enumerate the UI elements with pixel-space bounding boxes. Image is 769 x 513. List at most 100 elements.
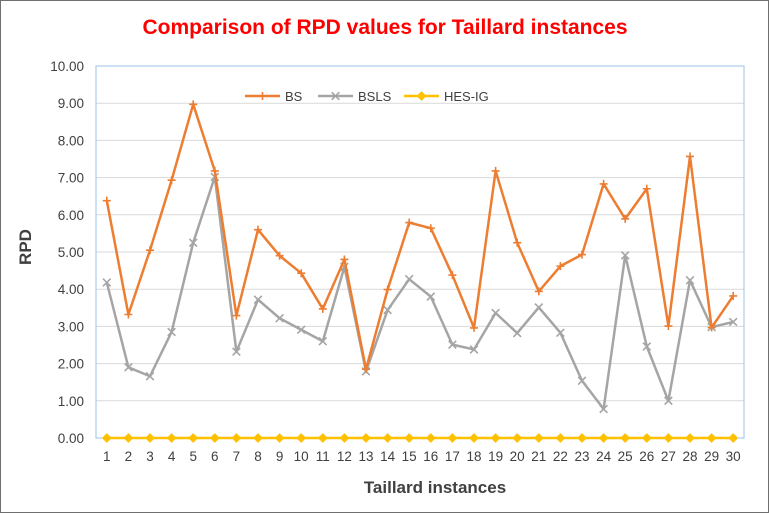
data-point-bs [621, 214, 630, 223]
data-point-bs [664, 322, 673, 331]
data-point-hes-ig [188, 433, 199, 443]
data-point-bs [534, 287, 543, 296]
x-tick-label: 3 [146, 449, 154, 464]
data-point-bsls [469, 345, 479, 354]
data-point-bs [189, 100, 198, 109]
data-point-bsls [275, 313, 284, 323]
data-point-bsls [642, 342, 652, 351]
data-point-bs [275, 251, 284, 260]
data-point-bs [448, 271, 457, 280]
data-point-bs [491, 166, 500, 175]
x-tick-label: 11 [316, 449, 330, 464]
x-tick-label: 24 [596, 449, 612, 464]
data-point-bs [362, 365, 370, 374]
data-point-bs [599, 179, 608, 188]
x-tick-label: 10 [294, 449, 309, 464]
x-tick-label: 6 [211, 449, 219, 464]
data-point-bs [254, 225, 262, 234]
legend-item-bsls: BSLS [318, 89, 392, 104]
data-point-bs [210, 166, 219, 175]
y-tick-label: 6.00 [58, 208, 84, 223]
data-point-bsls [383, 305, 392, 315]
data-point-hes-ig [166, 433, 177, 443]
data-point-hes-ig [555, 433, 566, 443]
data-point-bs [124, 310, 133, 319]
data-point-hes-ig [253, 433, 263, 443]
data-point-bsls [404, 274, 414, 284]
legend-label-hes-ig: HES-IG [444, 89, 489, 104]
data-point-bsls [318, 336, 328, 346]
series-bs [102, 100, 738, 374]
data-point-bs [707, 323, 716, 332]
data-point-bsls [167, 327, 176, 337]
y-tick-label: 2.00 [58, 357, 84, 372]
y-axis-ticks: 0.00 1.00 2.00 3.00 4.00 5.00 6.00 7.00 8.00 9.00… [50, 59, 84, 446]
legend-item-bs: BS [245, 89, 303, 104]
series-line-bsls [105, 175, 734, 411]
legend-label-bsls: BSLS [358, 89, 392, 104]
chart-title: Comparison of RPD values for Taillard in… [142, 16, 627, 39]
data-point-bsls [102, 278, 112, 287]
data-point-hes-ig [296, 433, 307, 443]
x-tick-label: 7 [233, 449, 241, 464]
legend-marker-bs [258, 92, 267, 100]
data-point-bsls [685, 275, 695, 285]
x-tick-label: 21 [531, 449, 546, 464]
data-point-bsls [599, 404, 608, 414]
y-axis-title: RPD [16, 229, 35, 265]
data-point-bs [232, 311, 241, 320]
data-point-bsls [448, 340, 457, 349]
series-bsls [102, 172, 738, 414]
data-point-bsls [124, 362, 133, 372]
data-point-hes-ig [490, 433, 501, 443]
data-point-bs [383, 285, 392, 294]
data-point-hes-ig [533, 433, 544, 443]
data-point-hes-ig [274, 433, 285, 443]
x-tick-label: 23 [574, 449, 589, 464]
y-tick-label: 5.00 [58, 245, 84, 260]
series-line-bs [105, 103, 735, 371]
data-point-bsls [145, 371, 155, 381]
x-tick-label: 17 [445, 449, 460, 464]
data-point-bsls [728, 317, 738, 327]
data-point-bs [297, 269, 306, 278]
data-point-hes-ig [598, 433, 609, 443]
x-tick-label: 28 [682, 449, 697, 464]
data-point-hes-ig [361, 433, 371, 443]
data-point-bs [426, 224, 435, 233]
x-tick-label: 4 [168, 449, 176, 464]
data-point-bs [146, 246, 154, 255]
legend-marker-hes-ig [416, 91, 427, 101]
x-axis-ticks: 1 2 3 4 5 6 7 8 9 10 11 12 13 14 15 16 17 18 19 20 21 22 23 24 2… [103, 449, 741, 464]
x-tick-label: 13 [358, 449, 373, 464]
data-point-hes-ig [101, 433, 112, 443]
data-point-bs [318, 304, 327, 313]
x-tick-label: 16 [423, 449, 438, 464]
data-point-bsls [426, 292, 436, 302]
data-point-bsls [232, 347, 241, 357]
y-tick-label: 1.00 [58, 394, 84, 409]
x-tick-label: 2 [125, 449, 133, 464]
x-tick-label: 25 [618, 449, 633, 464]
y-tick-label: 0.00 [58, 431, 84, 446]
x-tick-label: 26 [639, 449, 654, 464]
data-point-bs [340, 255, 349, 264]
data-point-bs [102, 196, 111, 205]
data-point-bsls [620, 250, 630, 260]
data-point-bs [167, 176, 176, 185]
data-point-hes-ig [209, 433, 220, 443]
legend-item-hes-ig: HES-IG [404, 89, 489, 104]
data-point-hes-ig [663, 433, 674, 443]
data-point-hes-ig [620, 433, 631, 443]
data-point-hes-ig [382, 433, 393, 443]
data-point-hes-ig [339, 433, 350, 443]
x-tick-label: 12 [337, 449, 352, 464]
y-tick-label: 8.00 [58, 133, 84, 148]
data-point-hes-ig [447, 433, 458, 443]
x-tick-label: 5 [189, 449, 197, 464]
data-point-hes-ig [728, 433, 739, 443]
x-axis-title: Taillard instances [364, 478, 506, 497]
y-tick-label: 7.00 [58, 171, 84, 186]
data-point-bsls [188, 238, 198, 248]
